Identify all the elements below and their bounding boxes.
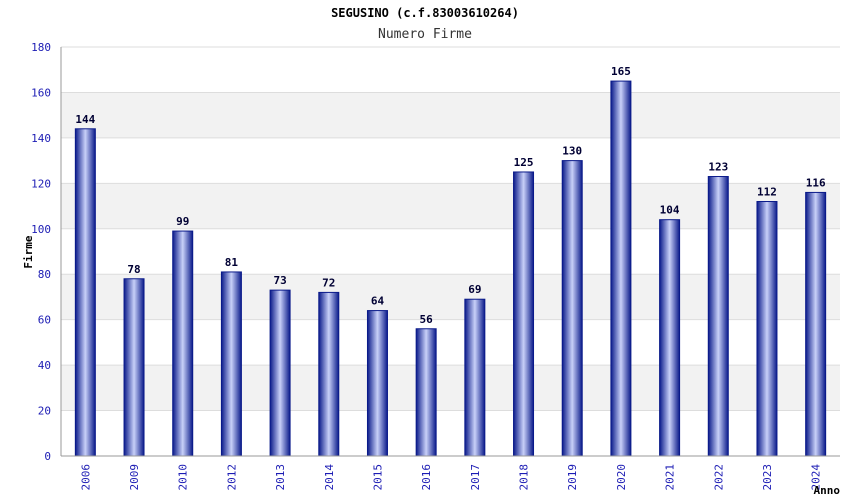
value-label-2016: 56 bbox=[420, 313, 434, 326]
grid-band bbox=[61, 92, 840, 138]
y-tick-label: 180 bbox=[31, 41, 51, 54]
value-label-2013: 73 bbox=[273, 274, 286, 287]
x-tick-label-2006: 2006 bbox=[79, 464, 92, 491]
bar-2018 bbox=[513, 171, 535, 457]
x-axis-ticks: 2006 2009 2010 2012 2013 2014 2015 2016 2017 2018… bbox=[79, 464, 822, 491]
y-axis-ticks: 0 20 40 60 80 100 120 140 160 180 bbox=[31, 41, 51, 463]
y-tick-label: 60 bbox=[38, 314, 51, 327]
value-label-2010: 99 bbox=[176, 215, 189, 228]
x-tick-label-2020: 2020 bbox=[615, 464, 628, 491]
x-tick-label-2014: 2014 bbox=[323, 464, 336, 491]
value-label-2024: 116 bbox=[806, 176, 826, 189]
bar-2020 bbox=[610, 80, 632, 457]
y-tick-label: 0 bbox=[44, 450, 51, 463]
y-tick-label: 140 bbox=[31, 132, 51, 145]
bar-2014 bbox=[318, 291, 340, 457]
value-label-2023: 112 bbox=[757, 186, 777, 199]
value-label-2012: 81 bbox=[225, 256, 239, 269]
x-tick-label-2018: 2018 bbox=[518, 464, 531, 491]
value-label-2020: 165 bbox=[611, 65, 631, 78]
value-label-2009: 78 bbox=[127, 263, 140, 276]
x-tick-label-2013: 2013 bbox=[274, 464, 287, 491]
x-tick-label-2010: 2010 bbox=[177, 464, 190, 491]
value-label-2015: 64 bbox=[371, 295, 385, 308]
value-label-2018: 125 bbox=[514, 156, 534, 169]
y-tick-label: 160 bbox=[31, 86, 51, 99]
x-tick-label-2023: 2023 bbox=[761, 464, 774, 491]
bar-2021 bbox=[659, 219, 681, 457]
value-label-2019: 130 bbox=[562, 145, 582, 158]
bar-2023 bbox=[756, 201, 778, 457]
bar-2010 bbox=[172, 230, 194, 457]
value-label-2017: 69 bbox=[468, 283, 481, 296]
x-tick-label-2024: 2024 bbox=[810, 464, 823, 491]
bar-2006 bbox=[74, 128, 96, 457]
x-tick-label-2012: 2012 bbox=[225, 464, 238, 491]
chart-title: SEGUSINO (c.f.83003610264) bbox=[331, 6, 519, 20]
bar-2013 bbox=[269, 289, 291, 457]
value-label-2022: 123 bbox=[708, 161, 728, 174]
x-tick-label-2017: 2017 bbox=[469, 464, 482, 491]
x-tick-label-2021: 2021 bbox=[664, 464, 677, 491]
y-tick-label: 100 bbox=[31, 223, 51, 236]
x-tick-label-2022: 2022 bbox=[712, 464, 725, 491]
x-tick-label-2016: 2016 bbox=[420, 464, 433, 491]
value-label-2014: 72 bbox=[322, 276, 335, 289]
x-tick-label-2015: 2015 bbox=[371, 464, 384, 491]
y-axis-label: Firme bbox=[22, 235, 35, 268]
value-label-2006: 144 bbox=[75, 113, 95, 126]
value-label-2021: 104 bbox=[660, 204, 680, 217]
bar-2022 bbox=[707, 176, 729, 457]
x-axis-label: Anno bbox=[814, 484, 841, 497]
bar-2016 bbox=[415, 328, 437, 457]
bar-2012 bbox=[220, 271, 242, 457]
bar-2019 bbox=[561, 160, 583, 457]
x-tick-label-2009: 2009 bbox=[128, 464, 141, 491]
bars bbox=[74, 80, 827, 457]
y-tick-label: 120 bbox=[31, 177, 51, 190]
value-labels: 144 78 99 81 73 72 64 56 69 125 130 165 104 123 112 116 bbox=[75, 65, 826, 326]
chart-subtitle: Numero Firme bbox=[378, 27, 472, 42]
y-tick-label: 20 bbox=[38, 405, 51, 418]
bar-2024 bbox=[805, 191, 827, 457]
bar-2009 bbox=[123, 278, 145, 457]
x-tick-label-2019: 2019 bbox=[566, 464, 579, 491]
y-tick-label: 80 bbox=[38, 268, 51, 281]
bar-2015 bbox=[366, 310, 388, 457]
y-tick-label: 40 bbox=[38, 359, 51, 372]
bar-2017 bbox=[464, 298, 486, 457]
